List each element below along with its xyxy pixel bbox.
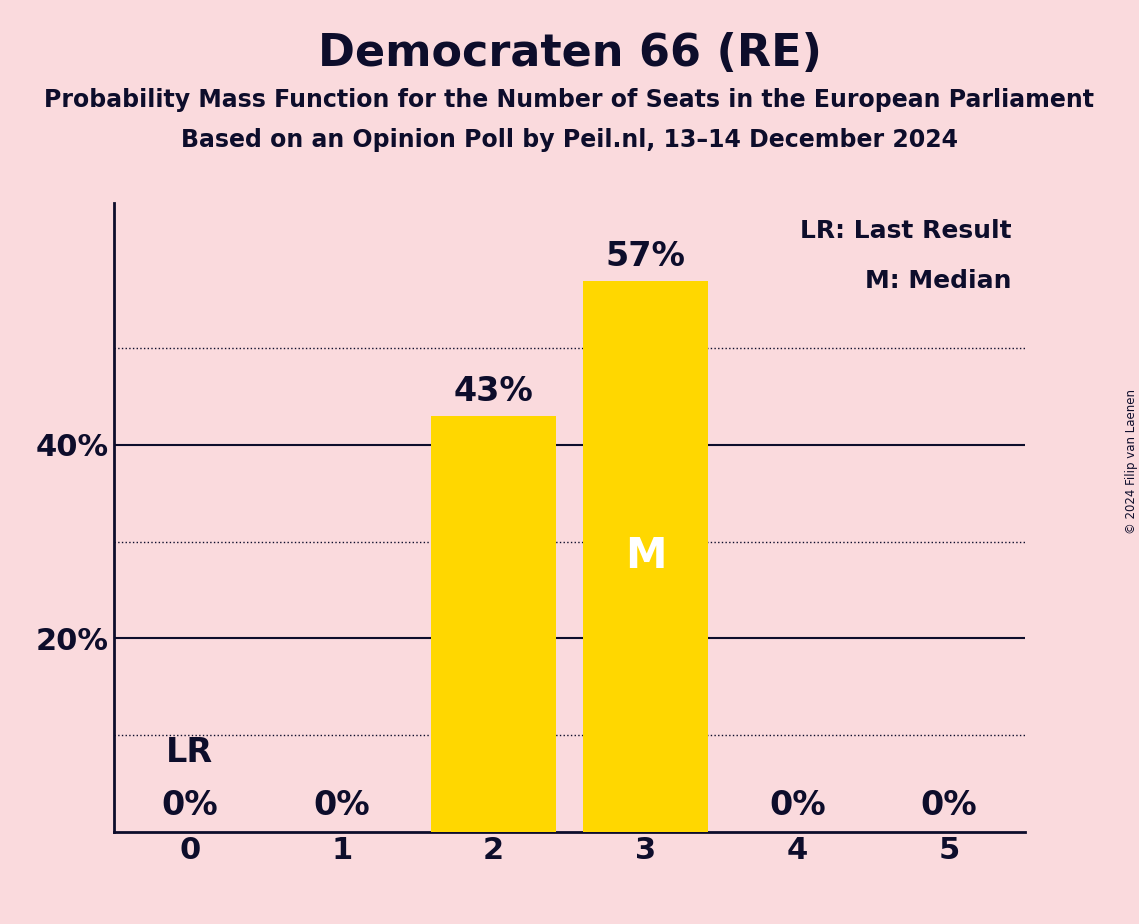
Text: 0%: 0% <box>162 789 219 822</box>
Text: © 2024 Filip van Laenen: © 2024 Filip van Laenen <box>1124 390 1138 534</box>
Text: 57%: 57% <box>606 240 686 273</box>
Text: LR: Last Result: LR: Last Result <box>800 219 1011 243</box>
Text: 0%: 0% <box>769 789 826 822</box>
Bar <box>583 281 707 832</box>
Text: 0%: 0% <box>313 789 370 822</box>
Text: M: M <box>624 535 666 578</box>
Text: 0%: 0% <box>920 789 977 822</box>
Text: 43%: 43% <box>453 375 533 408</box>
Bar <box>432 416 556 832</box>
Text: M: Median: M: Median <box>865 269 1011 293</box>
Text: Democraten 66 (RE): Democraten 66 (RE) <box>318 32 821 76</box>
Text: Based on an Opinion Poll by Peil.nl, 13–14 December 2024: Based on an Opinion Poll by Peil.nl, 13–… <box>181 128 958 152</box>
Text: LR: LR <box>166 736 213 769</box>
Text: Probability Mass Function for the Number of Seats in the European Parliament: Probability Mass Function for the Number… <box>44 88 1095 112</box>
